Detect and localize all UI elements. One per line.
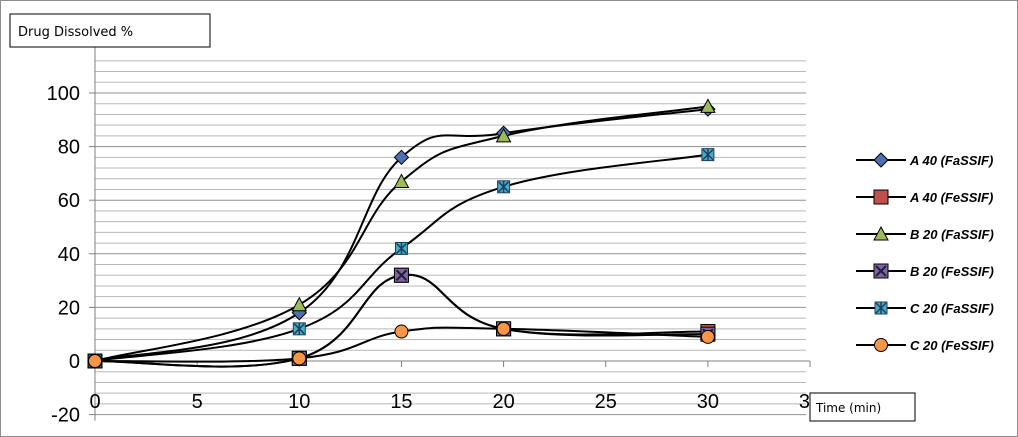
legend-marker [874,338,888,352]
legend-label: A 40 (FaSSIF) [909,153,993,168]
series-line-3 [94,273,708,368]
data-point-s2 [495,127,512,143]
x-axis-title-box: Time (min) [809,392,916,422]
x-tick-label: 15 [390,391,412,413]
series-line-2 [94,105,709,362]
y-tick-label: 0 [69,351,80,373]
legend-marker [873,263,889,279]
data-point-s4 [701,148,715,162]
y-tick-label: 60 [58,190,80,212]
x-tick-label: 25 [595,391,617,413]
data-point-s5 [88,354,102,368]
data-point-s4 [394,241,408,255]
y-tick-label: -20 [51,405,80,427]
y-tick-label: 100 [47,83,80,105]
data-point-s4 [497,180,511,194]
y-axis-title: Drug Dissolved % [18,25,133,40]
data-point-s3 [393,267,409,283]
series-markers [87,98,716,369]
data-point-s2 [291,296,308,312]
x-axis-title: Time (min) [815,401,881,415]
data-point-s0 [393,149,410,166]
x-tick-label: 10 [288,391,310,413]
x-tick-label: 5 [192,391,203,413]
y-axis-title-box: Drug Dissolved % [9,13,211,48]
legend-label: B 20 (FaSSIF) [910,227,994,242]
data-point-s5 [394,324,409,339]
data-point-s5 [292,351,307,366]
data-point-s5 [700,329,715,344]
y-tick-label: 80 [58,137,80,159]
y-tick-label: 40 [58,244,80,266]
legend-marker [873,189,889,205]
legend-label: C 20 (FaSSIF) [910,301,994,316]
legend-marker [873,225,889,241]
data-point-s2 [700,98,716,113]
legend-label: B 20 (FeSSIF) [910,264,994,279]
legend-marker [874,301,888,315]
grid-lines [95,60,806,416]
legend-marker [873,152,889,168]
legend-label: C 20 (FeSSIF) [910,338,994,353]
tick-labels: -2002040608010005101520253035 [47,83,822,427]
x-tick-label: 20 [492,391,514,413]
legend-label: A 40 (FeSSIF) [909,190,993,205]
series-line-1 [94,273,708,368]
x-tick-label: 30 [697,391,719,413]
y-tick-label: 20 [58,297,80,319]
x-tick-label: 0 [89,391,100,413]
data-point-s2 [393,173,410,188]
legend: A 40 (FaSSIF) A 40 (FeSSIF) B 20 (FaSSIF) B… [856,152,994,353]
data-point-s5 [496,321,511,336]
data-point-s4 [292,322,306,336]
